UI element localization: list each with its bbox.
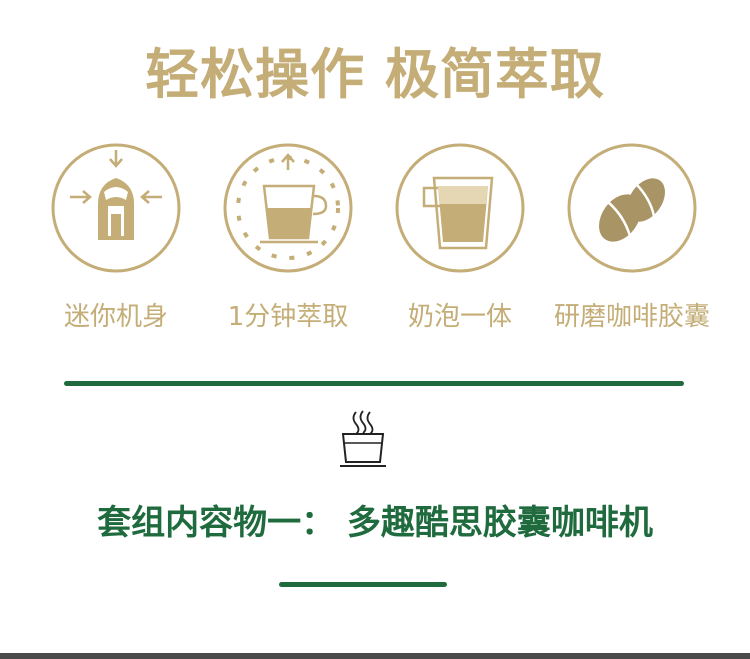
section-underline: [279, 582, 447, 587]
feature-compact-machine: 迷你机身: [26, 142, 206, 333]
latte-glass-icon: [395, 143, 525, 273]
page-title: 轻松操作 极简萃取: [145, 43, 605, 106]
compact-machine-icon: [51, 143, 181, 273]
bottom-edge: [0, 653, 750, 659]
section-divider: [64, 381, 684, 386]
feature-label: 奶泡一体: [407, 302, 512, 332]
feature-label: 研磨咖啡胶囊: [553, 302, 710, 332]
hot-cup-icon: [340, 410, 386, 467]
feature-label: 1分钟萃取: [227, 302, 349, 332]
section-title: 套组内容物一： 多趣酷思胶囊咖啡机: [97, 503, 653, 543]
timer-cup-icon: [223, 143, 353, 273]
feature-label: 迷你机身: [63, 302, 168, 332]
feature-ground-coffee: 研磨咖啡胶囊: [542, 142, 722, 333]
feature-milk-foam: 奶泡一体: [370, 142, 550, 333]
feature-fast-brew: 1分钟萃取: [198, 142, 378, 333]
coffee-bean-icon: [567, 143, 697, 273]
feature-row: 迷你机身 1分钟萃取 奶泡一体: [26, 142, 722, 333]
